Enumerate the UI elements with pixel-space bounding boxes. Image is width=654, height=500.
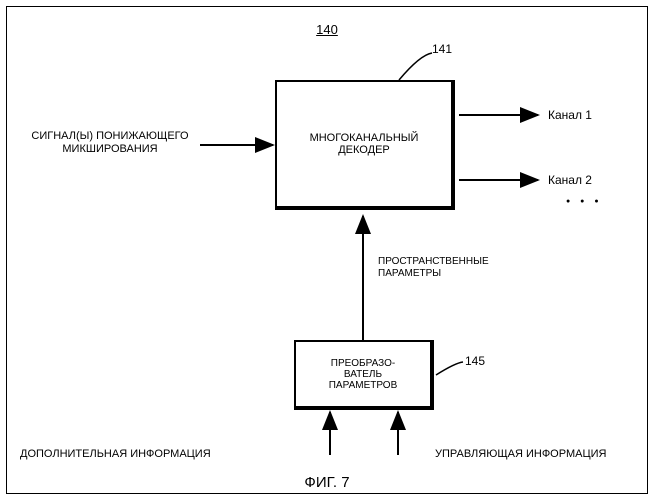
- spatial-params-label: ПРОСТРАНСТВЕННЫЕ ПАРАМЕТРЫ: [378, 256, 528, 280]
- control-info-label: УПРАВЛЯЮЩАЯ ИНФОРМАЦИЯ: [435, 448, 635, 461]
- diagram-title: 140: [0, 22, 654, 38]
- output-channel-2: Канал 2: [548, 173, 592, 187]
- decoder-label: МНОГОКАНАЛЬНЫЙ ДЕКОДЕР: [310, 132, 419, 156]
- figure-caption: ФИГ. 7: [0, 474, 654, 491]
- input-downmix-label: СИГНАЛ(Ы) ПОНИЖАЮЩЕГО МИКШИРОВАНИЯ: [20, 130, 200, 156]
- output-ellipsis: ● ● ●: [566, 198, 603, 205]
- converter-node: ПРЕОБРАЗО- ВАТЕЛЬ ПАРАМЕТРОВ: [294, 340, 434, 410]
- decoder-node: МНОГОКАНАЛЬНЫЙ ДЕКОДЕР: [275, 80, 455, 210]
- output-channel-1: Канал 1: [548, 108, 592, 122]
- converter-label: ПРЕОБРАЗО- ВАТЕЛЬ ПАРАМЕТРОВ: [329, 358, 398, 391]
- side-info-label: ДОПОЛНИТЕЛЬНАЯ ИНФОРМАЦИЯ: [20, 448, 300, 461]
- ref-145: 145: [465, 354, 485, 368]
- ref-141: 141: [432, 42, 452, 56]
- diagram-canvas: 140 МНОГОКАНАЛЬНЫЙ ДЕКОДЕР 141 СИГНАЛ(Ы)…: [0, 0, 654, 500]
